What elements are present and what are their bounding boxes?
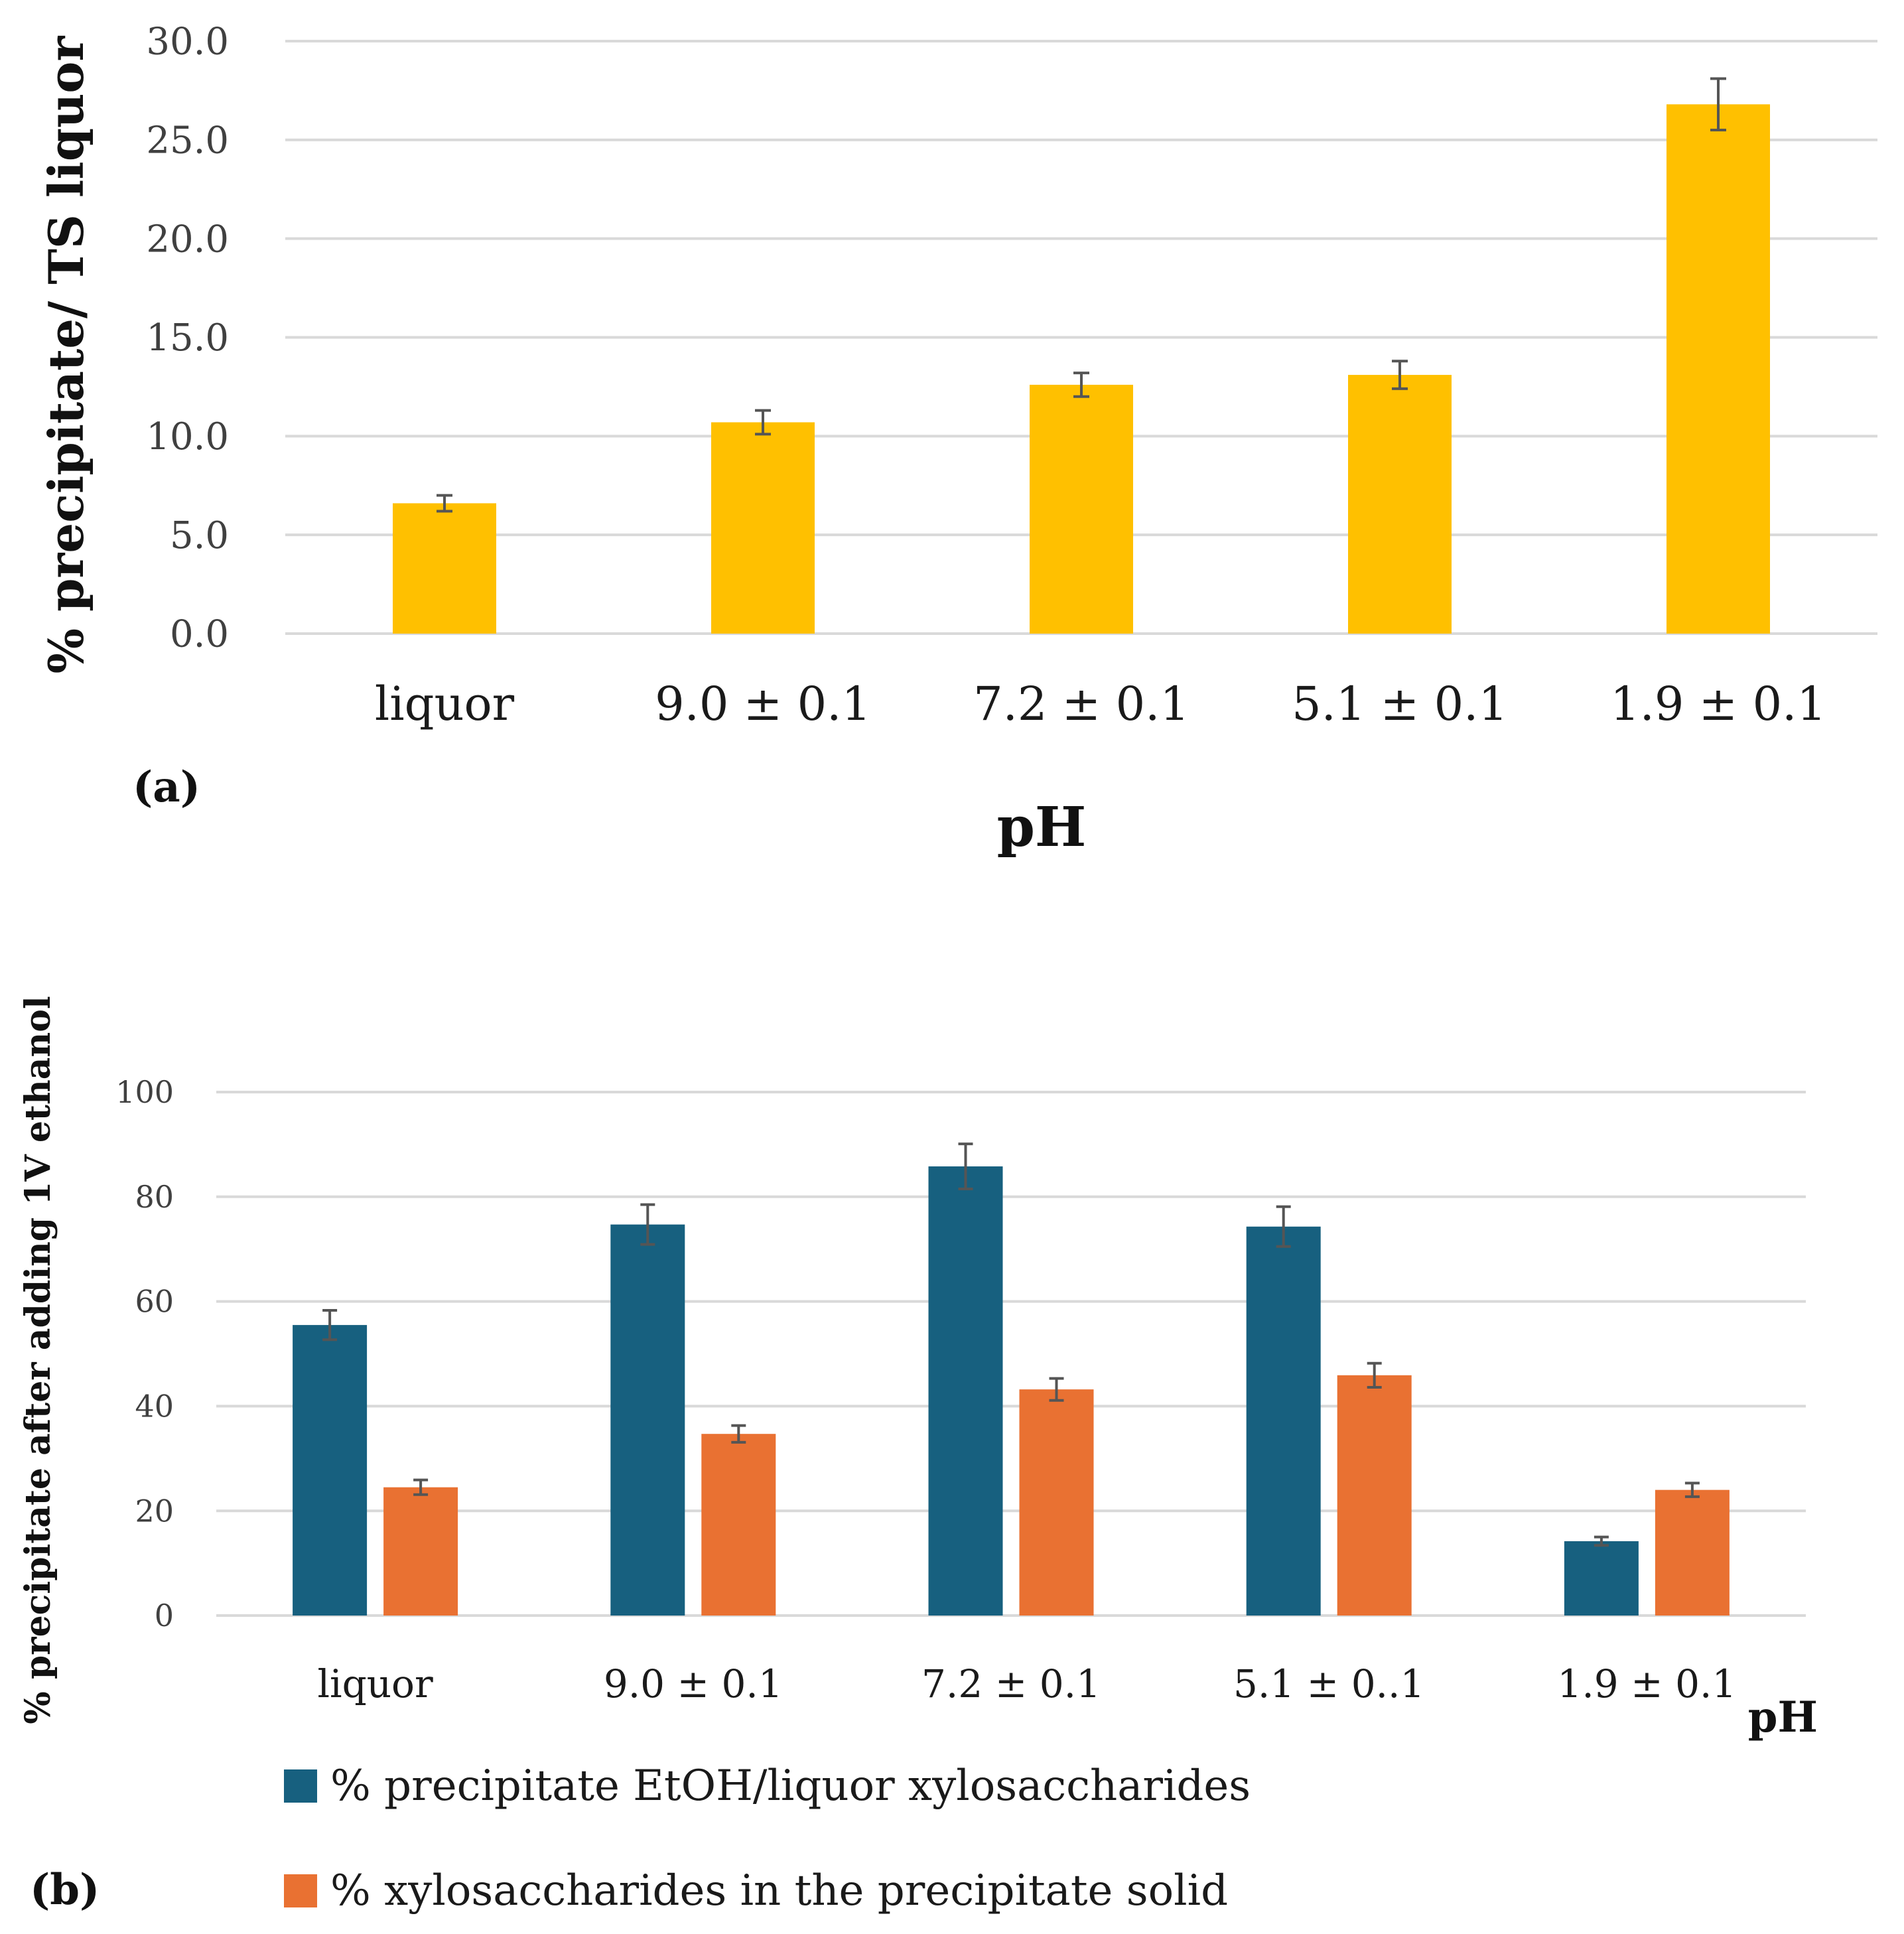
panel-a-label: (a) xyxy=(133,762,200,812)
panel-b-bars xyxy=(293,1142,1730,1616)
panel-b-legend: % precipitate EtOH/liquor xylosaccharide… xyxy=(284,1761,1251,1915)
legend-label-series-2: % xylosaccharides in the precipitate sol… xyxy=(330,1866,1228,1915)
panel-b-y-tick-label: 0 xyxy=(155,1598,174,1633)
panel-b-bar-series-2 xyxy=(1655,1489,1730,1616)
panel-a-x-category-labels: liquor 9.0 ± 0.1 7.2 ± 0.1 5.1 ± 0.1 1.9 ± 0… xyxy=(375,677,1826,731)
panel-a-bar-series-1 xyxy=(1348,375,1452,634)
legend-swatch-series-2 xyxy=(284,1874,317,1907)
panel-b-x-category-label: 9.0 ± 0.1 xyxy=(604,1661,783,1706)
panel-b-bar-series-2 xyxy=(1019,1389,1094,1616)
panel-b-x-category-label: 7.2 ± 0.1 xyxy=(921,1661,1101,1706)
panel-b-y-tick-label: 60 xyxy=(135,1284,174,1320)
panel-a-x-category-label: 7.2 ± 0.1 xyxy=(973,677,1190,731)
panel-a-y-tick-label: 10.0 xyxy=(146,415,229,458)
panel-a-bar-series-1 xyxy=(393,503,496,634)
panel-b-bar-series-2 xyxy=(701,1434,776,1616)
panel-b-label: (b) xyxy=(30,1865,100,1915)
panel-b-y-tick-label: 80 xyxy=(135,1179,174,1215)
panel-a-y-tick-label: 5.0 xyxy=(170,514,229,557)
panel-a-y-tick-label: 30.0 xyxy=(146,21,229,64)
panel-b-bar-series-1 xyxy=(928,1166,1003,1616)
panel-a-bar-series-1 xyxy=(711,422,815,634)
panel-b-x-category-label: 1.9 ± 0.1 xyxy=(1557,1661,1736,1706)
panel-a-bar-series-1 xyxy=(1030,384,1133,634)
panel-b-y-tick-label: 20 xyxy=(135,1493,174,1529)
legend-item-series-1: % precipitate EtOH/liquor xylosaccharide… xyxy=(284,1761,1251,1811)
panel-b-x-axis-title: pH xyxy=(1748,1692,1818,1742)
panel-b-gridlines xyxy=(216,1091,1806,1617)
panel-a-x-category-label: 9.0 ± 0.1 xyxy=(655,677,871,731)
legend-label-series-1: % precipitate EtOH/liquor xylosaccharide… xyxy=(330,1761,1251,1811)
panel-b-y-tick-label: 40 xyxy=(135,1389,174,1424)
panel-a-y-tick-label: 15.0 xyxy=(146,316,229,360)
panel-a-x-category-label: 5.1 ± 0.1 xyxy=(1292,677,1508,731)
panel-b-bar-series-1 xyxy=(1564,1541,1639,1616)
panel-b-bar-series-2 xyxy=(383,1487,458,1616)
panel-b-x-category-label: 5.1 ± 0..1 xyxy=(1233,1661,1424,1706)
panel-b-x-category-labels: liquor 9.0 ± 0.1 7.2 ± 0.1 5.1 ± 0..1 1.9 ± … xyxy=(317,1661,1736,1706)
panel-a-x-category-label: liquor xyxy=(375,677,515,731)
panel-a-y-axis-title: % precipitate/ TS liquor xyxy=(38,36,94,674)
panel-b-y-axis-title: % precipitate after adding 1V ethanol xyxy=(18,996,58,1724)
panel-a-y-tick-label: 0.0 xyxy=(170,613,229,656)
panel-b-y-tick-label: 100 xyxy=(115,1074,174,1110)
panel-b-chart: 0 20 40 60 80 100 liquor 9.0 ± 0.1 7.2 ± 0.1 5.1… xyxy=(18,996,1818,1915)
panel-a-bar-series-1 xyxy=(1666,104,1770,634)
panel-b-bar-series-1 xyxy=(293,1325,368,1616)
legend-swatch-series-1 xyxy=(284,1769,317,1803)
panel-a-x-category-label: 1.9 ± 0.1 xyxy=(1610,677,1826,731)
panel-a-chart: 0.0 5.0 10.0 15.0 20.0 25.0 30.0 liquor 9.0 ± 0… xyxy=(38,21,1877,859)
panel-a-y-tick-label: 20.0 xyxy=(146,218,229,261)
panel-a-x-axis-title: pH xyxy=(997,795,1087,859)
panel-b-x-category-label: liquor xyxy=(317,1661,433,1706)
legend-item-series-2: % xylosaccharides in the precipitate sol… xyxy=(284,1866,1228,1915)
panel-a-y-tick-labels: 0.0 5.0 10.0 15.0 20.0 25.0 30.0 xyxy=(146,21,229,656)
panel-b-y-tick-labels: 0 20 40 60 80 100 xyxy=(115,1074,174,1633)
panel-b-bar-series-1 xyxy=(610,1224,685,1616)
panel-b-bar-series-1 xyxy=(1246,1226,1321,1616)
panel-b-bar-series-2 xyxy=(1337,1375,1412,1616)
panel-a-bars xyxy=(393,77,1770,634)
panel-a-y-tick-label: 25.0 xyxy=(146,119,229,162)
